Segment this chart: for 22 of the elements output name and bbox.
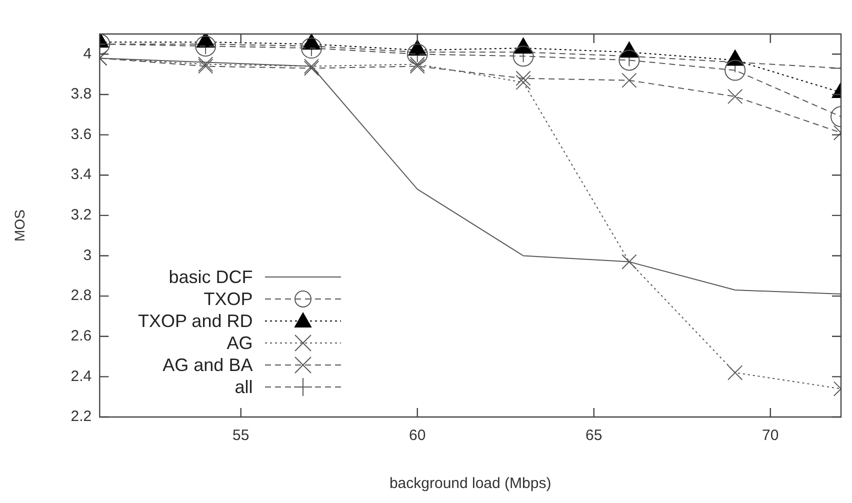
- y-tick-label: 2.2: [70, 408, 92, 426]
- legend-label: AG: [226, 332, 253, 354]
- y-tick-label: 2.4: [70, 368, 92, 385]
- legend-label: AG and BA: [162, 354, 253, 376]
- y-tick-label: 2.6: [70, 328, 92, 345]
- legend-label: TXOP and RD: [138, 310, 253, 332]
- x-tick-label: 65: [586, 427, 602, 444]
- y-tick-label: 3.2: [70, 206, 92, 224]
- legend-label: TXOP: [204, 288, 253, 310]
- x-tick-label: 70: [762, 427, 779, 444]
- x-tick-label: 55: [232, 427, 250, 444]
- y-tick-label: 2.8: [70, 287, 92, 304]
- y-tick-label: 3.8: [70, 86, 92, 103]
- y-tick-label: 3.4: [70, 166, 92, 184]
- x-axis-title: background load (Mbps): [389, 475, 552, 492]
- legend-label: all: [234, 376, 253, 398]
- legend-label: basic DCF: [168, 266, 253, 288]
- y-tick-label: 3.6: [70, 126, 92, 143]
- x-tick-label: 60: [409, 427, 426, 444]
- y-tick-label: 3: [83, 246, 92, 264]
- y-tick-label: 4: [83, 45, 92, 62]
- y-axis-title: MOS: [11, 210, 28, 242]
